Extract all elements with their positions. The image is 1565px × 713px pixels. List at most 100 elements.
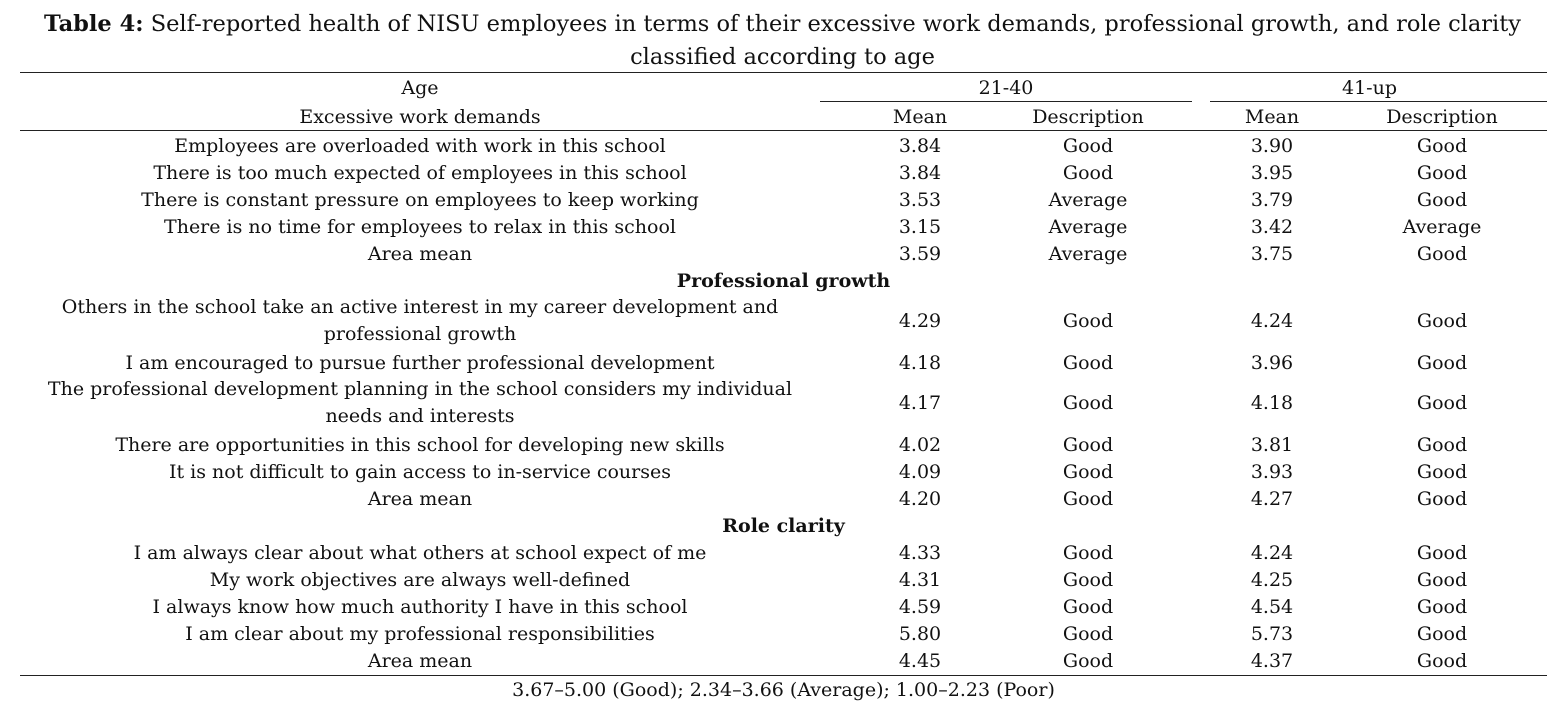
description-21-40: Average [1048,242,1128,265]
item-text: There is constant pressure on employees … [141,188,699,211]
description-21-40: Good [1062,487,1114,510]
mean-21-40: 5.80 [898,622,942,645]
description-41-up: Good [1416,161,1468,184]
top-rule [20,72,1547,73]
table-row: I am always clear about what others at s… [20,539,1547,566]
table-label: Table 4: [43,11,144,37]
mean-41-up: 4.27 [1250,487,1294,510]
mean-41-up: 4.25 [1250,568,1294,591]
header-row-age: Age 21-40 41-up [20,74,1547,101]
mean-41-up: 4.24 [1250,310,1294,332]
mean-21-40: 4.20 [898,487,942,510]
mean-41-up: 4.18 [1250,392,1294,414]
description-41-up: Good [1416,460,1468,483]
table-row: There is no time for employees to relax … [20,213,1547,240]
table-caption-text: Self-reported health of NISU employees i… [143,11,1522,70]
table-row: I am encouraged to pursue further profes… [20,349,1547,376]
item-text: There is no time for employees to relax … [164,215,676,238]
bottom-rule [20,675,1547,676]
description-41-up: Good [1416,392,1468,414]
item-text: It is not difficult to gain access to in… [169,460,671,483]
description-41-up: Good [1416,541,1468,564]
table-footnote: 3.67–5.00 (Good); 2.34–3.66 (Average); 1… [512,679,1055,701]
area-mean-row: Area mean 4.45 Good 4.37 Good [20,647,1547,674]
table-row: There is too much expected of employees … [20,159,1547,186]
table-row: Employees are overloaded with work in th… [20,132,1547,159]
mean-21-40: 4.29 [898,310,942,332]
item-text: Area mean [367,487,473,510]
table-row: The professional development planning in… [20,376,1547,430]
group2-underline [1210,101,1547,102]
item-text: I am clear about my professional respons… [185,622,655,645]
table-row: It is not difficult to gain access to in… [20,458,1547,485]
age-header: Age [401,76,439,99]
description-21-40: Good [1062,622,1114,645]
table-row: There are opportunities in this school f… [20,431,1547,458]
description-21-40: Average [1048,188,1128,211]
item-text: My work objectives are always well-defin… [209,568,631,591]
mean-21-40: 3.84 [898,134,942,157]
description-41-up: Good [1416,134,1468,157]
item-text: Employees are overloaded with work in th… [174,134,666,157]
description-21-40: Good [1062,460,1114,483]
first-section-header: Excessive work demands [299,105,541,128]
mean-21-40: 4.59 [898,595,942,618]
mean-41-up: 3.42 [1250,215,1294,238]
mean-header-2: Mean [1244,105,1300,128]
item-text: Area mean [367,242,473,265]
table-row: My work objectives are always well-defin… [20,566,1547,593]
description-41-up: Good [1416,188,1468,211]
mean-header-1: Mean [892,105,948,128]
item-text: I am always clear about what others at s… [133,541,707,564]
group-21-40-header: 21-40 [978,76,1034,99]
mean-41-up: 3.96 [1250,351,1294,374]
mean-21-40: 4.02 [898,433,942,456]
table-caption: Table 4: Self-reported health of NISU em… [20,8,1545,74]
description-21-40: Good [1062,541,1114,564]
section-title-professional-growth: Professional growth [676,269,891,292]
description-21-40: Good [1062,433,1114,456]
mean-21-40: 3.53 [898,188,942,211]
description-21-40: Good [1062,351,1114,374]
table-row: I always know how much authority I have … [20,593,1547,620]
mean-21-40: 4.31 [898,568,942,591]
table-row: Others in the school take an active inte… [20,294,1547,348]
description-41-up: Good [1416,351,1468,374]
mean-21-40: 4.33 [898,541,942,564]
mean-21-40: 3.59 [898,242,942,265]
description-41-up: Good [1416,310,1468,332]
mean-21-40: 3.15 [898,215,942,238]
description-41-up: Good [1416,242,1468,265]
description-41-up: Good [1416,433,1468,456]
description-21-40: Average [1048,215,1128,238]
mean-21-40: 4.17 [898,392,942,414]
section-title-row: Role clarity [20,512,1547,539]
description-21-40: Good [1062,161,1114,184]
description-41-up: Good [1416,568,1468,591]
description-41-up: Good [1416,649,1468,672]
description-41-up: Good [1416,487,1468,510]
mean-41-up: 3.79 [1250,188,1294,211]
description-41-up: Average [1402,215,1482,238]
group-41-up-header: 41-up [1342,76,1397,99]
description-21-40: Good [1062,649,1114,672]
description-41-up: Good [1416,622,1468,645]
description-21-40: Good [1062,595,1114,618]
group1-underline [820,101,1192,102]
mean-41-up: 4.37 [1250,649,1294,672]
section-title-row: Professional growth [20,267,1547,294]
item-text: I am encouraged to pursue further profes… [125,351,715,374]
mean-41-up: 3.75 [1250,242,1294,265]
header-row-columns: Excessive work demands Mean Description … [20,103,1547,130]
mean-21-40: 4.18 [898,351,942,374]
mean-41-up: 4.24 [1250,541,1294,564]
description-21-40: Good [1062,310,1114,332]
item-text: Area mean [367,649,473,672]
description-21-40: Good [1062,392,1114,414]
mean-41-up: 3.90 [1250,134,1294,157]
table-row: There is constant pressure on employees … [20,186,1547,213]
table-row: I am clear about my professional respons… [20,620,1547,647]
mean-41-up: 3.93 [1250,460,1294,483]
item-text: There is too much expected of employees … [153,161,687,184]
area-mean-row: Area mean 4.20 Good 4.27 Good [20,485,1547,512]
